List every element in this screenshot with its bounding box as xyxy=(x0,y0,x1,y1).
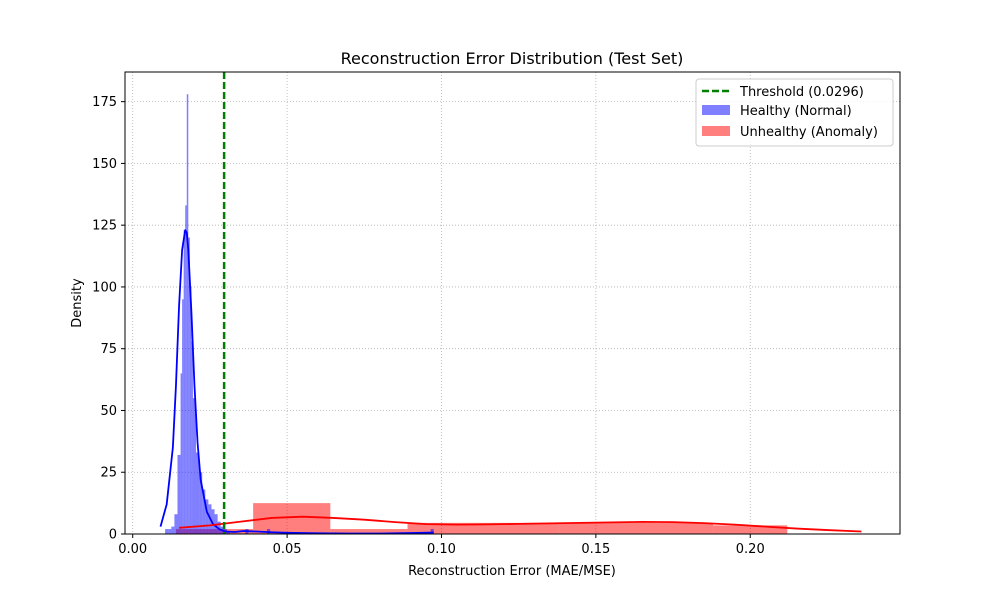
chart-title: Reconstruction Error Distribution (Test … xyxy=(341,49,684,68)
x-tick-label-0: 0.00 xyxy=(118,542,147,557)
bar-healthy-2 xyxy=(171,526,175,534)
x-tick-label-1: 0.05 xyxy=(273,542,302,557)
bar-unhealthy-4 xyxy=(558,522,714,534)
kde-healthy-line xyxy=(159,229,434,535)
x-tick-label-4: 0.20 xyxy=(736,542,765,557)
bar-unhealthy-5 xyxy=(713,525,788,534)
x-ticks: 0.00 0.05 0.10 0.15 0.20 xyxy=(118,534,765,557)
bar-healthy-9 xyxy=(186,94,189,534)
legend-healthy-swatch xyxy=(702,105,730,115)
legend-box xyxy=(695,78,894,147)
x-axis-label: Reconstruction Error (MAE/MSE) xyxy=(408,564,616,579)
y-tick-label-4: 100 xyxy=(92,280,117,295)
bar-healthy-15 xyxy=(199,472,203,534)
bar-healthy-0 xyxy=(165,529,169,534)
y-tick-label-6: 150 xyxy=(92,157,117,172)
histogram-bars xyxy=(165,94,788,535)
bar-healthy-5 xyxy=(180,373,183,534)
bar-healthy-8 xyxy=(185,205,187,535)
legend-unhealthy-swatch xyxy=(702,126,730,136)
bar-healthy-17 xyxy=(205,499,209,534)
bar-healthy-19 xyxy=(211,509,215,534)
bar-healthy-7 xyxy=(183,230,186,534)
bar-healthy-24 xyxy=(226,531,230,534)
kde-unhealthy-line xyxy=(178,515,862,533)
bar-healthy-4 xyxy=(177,454,181,534)
bar-healthy-14 xyxy=(196,452,200,534)
y-tick-label-1: 25 xyxy=(100,466,117,481)
plot-frame xyxy=(124,71,901,535)
legend: Threshold (0.0296) Healthy (Normal) Unhe… xyxy=(695,78,894,147)
bar-healthy-3 xyxy=(174,514,178,534)
bar-unhealthy-2 xyxy=(330,529,408,534)
bar-healthy-27 xyxy=(430,529,434,534)
legend-healthy-label: Healthy (Normal) xyxy=(740,104,852,119)
y-ticks: 0 25 50 75 100 125 150 175 xyxy=(92,95,125,543)
bar-healthy-1 xyxy=(168,529,172,534)
x-tick-label-3: 0.15 xyxy=(581,542,610,557)
bar-healthy-21 xyxy=(217,521,221,534)
y-tick-label-7: 175 xyxy=(92,95,117,110)
y-tick-label-2: 50 xyxy=(100,404,117,419)
y-tick-label-3: 75 xyxy=(100,342,117,357)
y-tick-label-0: 0 xyxy=(109,528,117,543)
y-axis-label: Density xyxy=(70,278,85,328)
bar-healthy-11 xyxy=(189,286,192,534)
legend-unhealthy-label: Unhealthy (Anomaly) xyxy=(740,125,878,140)
bar-healthy-12 xyxy=(191,341,193,534)
bar-healthy-6 xyxy=(182,299,184,534)
bar-healthy-16 xyxy=(202,489,206,534)
kde-curves xyxy=(159,229,862,535)
bar-healthy-10 xyxy=(188,237,190,534)
bar-healthy-13 xyxy=(192,398,197,534)
bar-unhealthy-3 xyxy=(407,522,559,534)
legend-threshold-label: Threshold (0.0296) xyxy=(739,85,864,100)
y-tick-label-5: 125 xyxy=(92,219,117,234)
x-tick-label-2: 0.10 xyxy=(427,542,456,557)
